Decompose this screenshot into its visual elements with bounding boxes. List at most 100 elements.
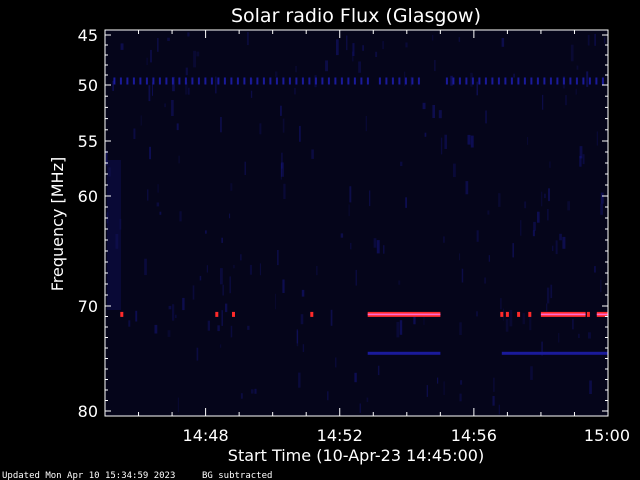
emission-dot [310,311,314,317]
emission-bands [113,77,608,355]
plot-area [104,29,609,417]
noise-streak [537,211,540,223]
emission-dash [556,77,559,85]
noise-streak [282,118,285,133]
noise-streak [470,135,474,148]
noise-streak [244,161,246,175]
noise-streak [133,128,136,139]
noise-streak [493,377,495,392]
noise-streak [565,95,567,106]
noise-streak [217,325,220,332]
noise-streak [476,81,478,96]
noise-streak [159,211,162,215]
y-tick-label: 80 [78,402,98,421]
noise-streak [177,397,179,413]
noise-streak [300,314,304,325]
emission-dash [569,77,572,85]
noise-streak [405,42,408,48]
noise-streak [193,50,196,68]
emission-dash [404,77,407,85]
noise-streak [366,397,369,403]
noise-streak [144,258,147,276]
emission-dash [543,77,546,85]
emission-dash [119,77,122,85]
noise-streak [529,314,532,331]
emission-dash [478,77,481,85]
noise-streak [233,264,235,269]
noise-streak [220,117,222,133]
noise-streak [552,245,554,251]
noise-streak [400,161,403,166]
noise-streak [135,310,138,322]
noise-streak [555,240,558,255]
noise-streak [346,35,348,51]
noise-streak [299,125,301,142]
noise-streak [188,87,190,95]
noise-streak [247,325,250,330]
noise-streak [578,333,580,338]
emission-dash [391,77,394,85]
emission-dash [308,77,311,85]
emission-dash [523,77,526,85]
noise-streak [542,94,544,110]
noise-streak [512,243,514,258]
noise-streak [275,293,277,310]
emission-peak [540,313,586,316]
noise-streak [230,183,233,191]
noise-streak [294,87,296,95]
noise-streak [432,34,434,41]
y-axis-label: Frequency [MHz] [48,157,67,291]
noise-streak [600,279,602,293]
edge-glow [107,160,121,310]
noise-streak [128,320,131,327]
noise-streak [229,276,231,294]
emission-dash [262,77,265,85]
x-axis: 14:48 14:52 14:56 15:00 [138,30,630,445]
noise-streak [550,284,553,299]
emission-dash [452,77,455,85]
noise-streak [422,102,426,110]
noise-streak [105,150,108,166]
noise-streak [424,132,427,137]
noise-streak [156,202,160,207]
noise-streak [354,372,357,383]
noise-streak [520,220,522,236]
emission-dot [215,311,219,317]
noise-streak [548,188,550,202]
noise-streak [559,233,562,241]
noise-streak [501,38,505,47]
noise-streak [251,389,254,394]
noise-streak [383,245,385,254]
noise-streak [296,330,299,347]
emission-dash [465,77,468,85]
emission-dash [197,77,200,85]
emission-dash [249,77,252,85]
noise-streak [330,309,333,326]
emission-dash [314,77,317,85]
noise-streak [444,134,447,149]
noise-streak [594,33,596,46]
emission-dash [191,77,194,85]
emission-dash [588,77,591,85]
noise-streak [404,71,406,87]
emission-dash [484,77,487,85]
noise-streak [295,66,298,73]
y-tick-label: 55 [78,132,98,151]
noise-streak [277,250,279,266]
emission-segment [367,351,441,355]
emission-dash [171,77,174,85]
noise-streak [524,201,527,209]
emission-dash [471,77,474,85]
noise-streak [196,51,200,57]
y-axis: 45 50 55 60 70 80 [78,26,608,421]
noise-streak [461,268,464,283]
noise-streak [302,344,305,352]
noise-streak [532,230,535,237]
noise-streak [522,312,525,325]
emission-dash [353,77,356,85]
emission-dash [230,77,233,85]
emission-dash [113,77,116,85]
emission-dash [385,77,388,85]
noise-streak [146,57,148,65]
